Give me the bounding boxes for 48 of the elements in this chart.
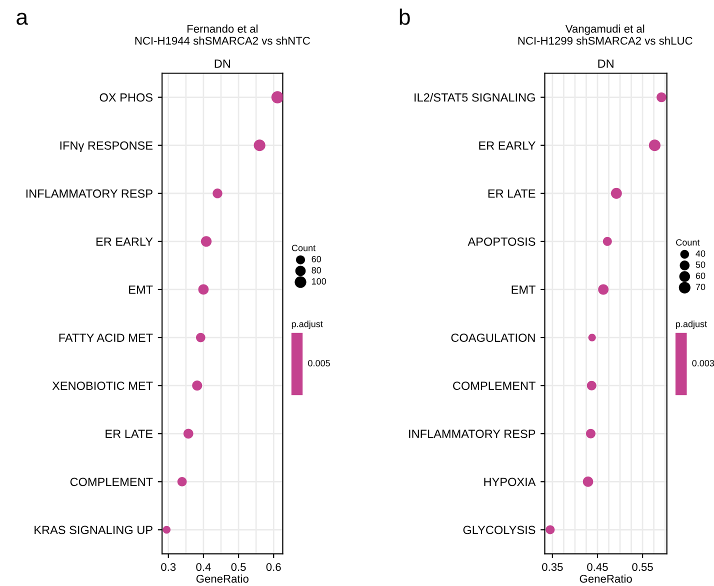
legend-label: 100 [312,278,326,285]
x-tick-label: 0.35 [542,563,563,571]
y-tick-label: COAGULATION [451,334,535,342]
y-tick-label: COMPLEMENT [70,478,153,486]
chart-title: Fernando et al NCI-H1944 shSMARCA2 vs shNTC [135,24,310,45]
y-tick-label: COMPLEMENT [453,382,536,390]
y-tick-label: ER LATE [488,190,536,198]
y-tick-label: EMT [512,286,536,294]
y-tick-label: FATTY ACID MET [59,334,153,342]
text: a [16,12,28,25]
y-tick-label: KRAS SIGNALING UP [34,526,152,534]
legend-label: 50 [696,261,706,268]
x-tick-label: 0.55 [632,563,653,571]
x-axis-title: GeneRatio [196,574,249,583]
y-tick-label: IFNγ RESPONSE [60,141,153,152]
x-tick-label: 0.4 [196,563,211,571]
legend-label: 80 [312,267,322,274]
y-tick-label: HYPOXIA [484,478,536,486]
y-tick-label: INFLAMMATORY RESP [409,430,536,438]
text: 0.005 [308,360,330,366]
y-tick-label: ER EARLY [479,141,536,150]
legend-label: 70 [696,284,706,290]
color-bar-title: p.adjust [292,320,323,329]
legend-label: 40 [696,250,706,257]
y-tick-label: IL2/STAT5 SIGNALING [414,93,535,102]
legend-title: Count [676,239,700,246]
x-tick-label: 0.45 [587,563,608,571]
y-tick-label: GLYCOLYSIS [463,526,536,534]
x-tick-label: 0.6 [266,563,281,571]
chart-subtitle: DN [214,60,230,68]
y-tick-label: XENOBIOTIC MET [52,382,153,390]
y-tick-label: ER EARLY [96,238,153,246]
chart-title: Vangamudi et al NCI-H1299 shSMARCA2 vs shLUC [518,24,692,45]
chart-subtitle: DN [598,60,614,68]
y-tick-label: OX PHOS [100,93,153,102]
y-tick-label: EMT [129,286,153,294]
y-tick-label: INFLAMMATORY RESP [26,189,152,198]
x-tick-label: 0.5 [231,563,246,571]
legend-label: 60 [312,256,322,262]
y-tick-label: ER LATE [106,430,153,438]
x-axis-title: GeneRatio [580,574,632,583]
text: b [400,8,410,25]
y-tick-label: APOPTOSIS [468,237,536,246]
color-bar-title: p.adjust [676,320,707,329]
legend-label: 60 [696,272,706,280]
legend-title: Count [292,244,316,252]
x-tick-label: 0.3 [161,563,176,571]
text: 0.003 [692,360,714,366]
